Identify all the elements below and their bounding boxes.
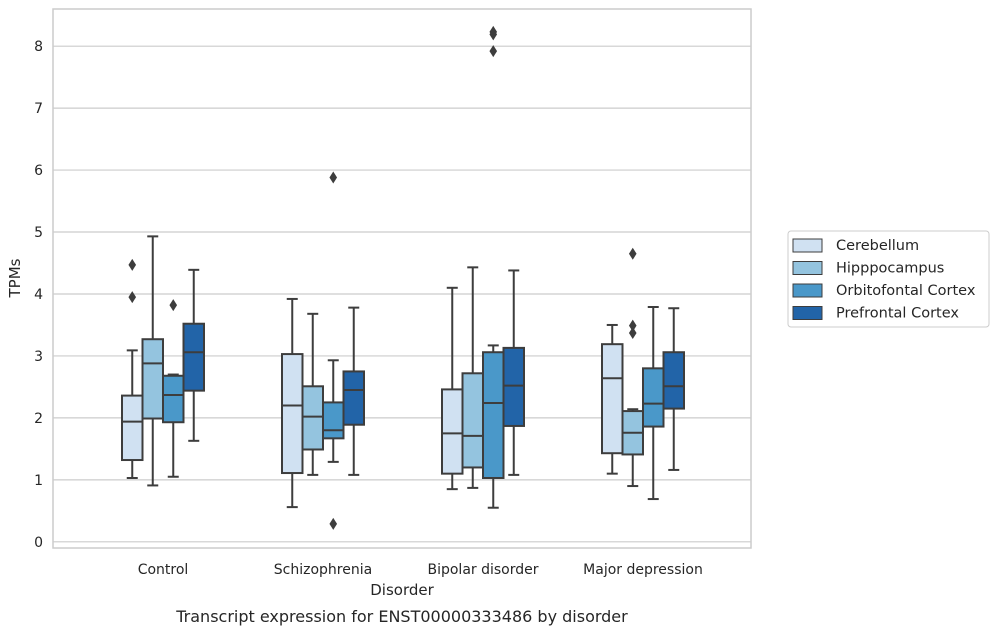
box-orbitofontal-cortex [162, 299, 185, 478]
outlier-point [169, 299, 178, 312]
box-groups [121, 25, 685, 530]
box-cerebellum [601, 323, 624, 475]
outlier-point [329, 517, 338, 530]
box-hipppocampus [461, 266, 484, 489]
x-axis-title: Disorder [370, 581, 434, 599]
x-tick-label: Major depression [583, 562, 703, 578]
iqr-box [182, 322, 205, 392]
x-axis-ticks: Control Schizophrenia Bipolar disorder Majo… [138, 562, 703, 578]
legend-frame [787, 230, 990, 328]
iqr-box [162, 374, 185, 424]
chart-caption: Transcript expression for ENST0000033348… [175, 607, 628, 626]
y-tick-label: 3 [34, 349, 43, 365]
iqr-box [322, 401, 345, 440]
box-prefrontal-cortex [342, 306, 365, 476]
legend-swatch [792, 283, 823, 298]
iqr-box [461, 372, 484, 469]
y-axis-title: TPMs [6, 258, 24, 298]
y-tick-label: 5 [34, 225, 43, 241]
outlier-point [628, 327, 637, 340]
x-tick-label: Control [138, 562, 189, 578]
iqr-box [441, 388, 464, 475]
outlier-point [329, 171, 338, 184]
box-hipppocampus [301, 312, 324, 476]
box-orbitofontal-cortex [322, 171, 345, 530]
legend-swatch [792, 261, 823, 275]
y-tick-label: 0 [34, 535, 43, 551]
x-tick-label: Bipolar disorder [427, 562, 538, 578]
iqr-box [301, 385, 324, 451]
legend-label: Orbitofontal Cortex [836, 283, 976, 299]
legend-swatch [792, 306, 823, 320]
iqr-box [662, 351, 685, 410]
outlier-point [128, 291, 137, 304]
legend-label: Cerebellum [836, 238, 919, 254]
iqr-box [601, 343, 624, 455]
box-hipppocampus [141, 235, 164, 487]
y-tick-label: 4 [34, 287, 43, 303]
iqr-box [642, 367, 665, 428]
outlier-point [489, 45, 498, 58]
iqr-box [502, 346, 525, 427]
box-prefrontal-cortex [662, 307, 685, 471]
iqr-box [342, 370, 365, 426]
x-tick-label: Schizophrenia [274, 562, 372, 578]
y-tick-label: 1 [34, 473, 43, 489]
iqr-box [281, 353, 304, 475]
y-tick-label: 2 [34, 411, 43, 427]
plot-frame [52, 8, 752, 549]
iqr-box [121, 394, 144, 462]
outlier-point [628, 247, 637, 260]
outlier-point [489, 25, 498, 38]
box-prefrontal-cortex [502, 269, 525, 476]
outlier-point [128, 258, 137, 271]
y-tick-label: 8 [34, 39, 43, 55]
legend-label: Hipppocampus [836, 261, 944, 277]
box-orbitofontal-cortex [642, 305, 665, 501]
legend-label: Prefrontal Cortex [836, 306, 959, 322]
legend-swatch [792, 238, 823, 253]
legend: Cerebellum Hipppocampus Orbitofontal Corte… [787, 230, 990, 328]
iqr-box [482, 351, 505, 479]
outlier-point [628, 319, 637, 332]
y-tick-label: 7 [34, 101, 43, 117]
y-axis-ticks: 0 1 2 3 4 5 6 7 8 [34, 39, 43, 551]
box-prefrontal-cortex [182, 268, 205, 442]
y-tick-label: 6 [34, 163, 43, 179]
box-hipppocampus [621, 247, 644, 488]
iqr-box [141, 338, 164, 420]
box-cerebellum [121, 258, 144, 479]
